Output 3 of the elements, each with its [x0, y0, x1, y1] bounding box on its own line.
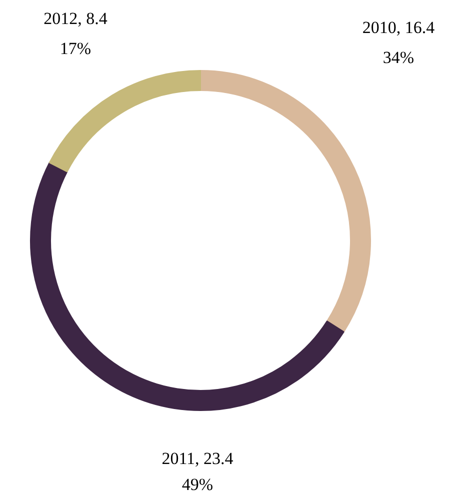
slice-label: 2011, 23.4 49% — [162, 449, 234, 492]
slice-label: 2010, 16.4 34% — [362, 18, 436, 67]
slice-label: 2012, 8.4 17% — [44, 9, 108, 58]
